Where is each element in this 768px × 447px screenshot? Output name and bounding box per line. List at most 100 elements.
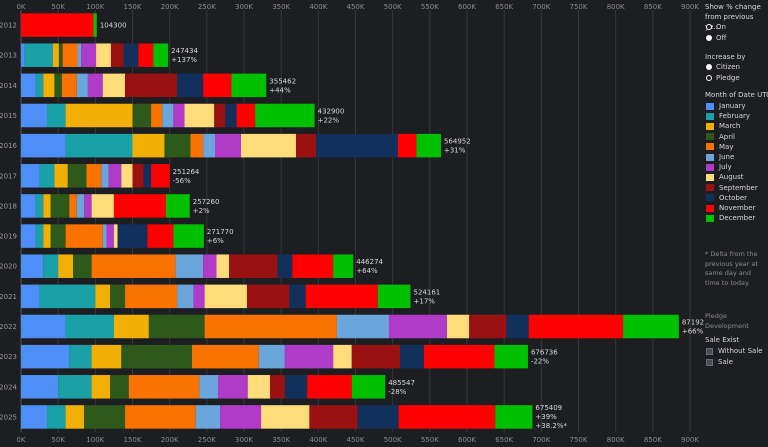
development-label: Development: [705, 322, 749, 330]
bar-segment-april: [73, 254, 92, 278]
delta-note: * Delta from the previous year at same d…: [705, 250, 758, 287]
x-tick-label-top: 50K: [51, 3, 65, 11]
y-category-label: 2023: [0, 353, 17, 361]
bar-segment-march: [52, 43, 59, 67]
change-label: +31%: [444, 147, 466, 155]
bar-segment-march: [58, 254, 74, 278]
bar-segment-october: [143, 164, 152, 188]
bar-segment-january: [21, 314, 66, 339]
total-label: 247434: [171, 47, 198, 55]
legend-swatch: [706, 173, 714, 181]
checkbox-box[interactable]: [706, 347, 713, 355]
legend-item-april[interactable]: April: [706, 133, 735, 141]
checkbox-sale[interactable]: Sale: [706, 358, 733, 366]
bar-segment-march: [91, 344, 122, 369]
radio-dot[interactable]: [706, 75, 712, 81]
legend-label: May: [719, 142, 734, 151]
bar-segment-april: [148, 314, 205, 339]
legend-item-october[interactable]: October: [706, 194, 747, 202]
bar-segment-january: [21, 405, 48, 429]
bar-segment-may: [91, 254, 176, 278]
bar-segment-february: [65, 314, 114, 339]
legend-label: August: [719, 173, 744, 182]
radio-increase-citizen[interactable]: Citizen: [706, 63, 740, 71]
legend-item-march[interactable]: March: [706, 122, 740, 130]
legend-item-december[interactable]: December: [706, 214, 755, 222]
total-label: 271770: [207, 228, 234, 236]
bar-segment-july: [87, 73, 103, 98]
legend-item-june[interactable]: June: [706, 153, 734, 161]
x-tick-label-bottom: 500K: [384, 436, 402, 444]
bar-segment-june: [199, 375, 218, 399]
bar-segment-december: [333, 254, 354, 278]
radio-dot[interactable]: [706, 64, 712, 70]
x-tick-label-bottom: 350K: [272, 436, 290, 444]
bar-segment-june: [77, 43, 82, 67]
legend-item-may[interactable]: May: [706, 143, 733, 151]
x-tick-label-bottom: 900K: [681, 436, 699, 444]
bar-segment-january: [21, 164, 40, 188]
filter-panel: Show % change from previous ye... On Off…: [704, 0, 768, 447]
total-label: 355462: [269, 77, 296, 85]
bar-segment-january: [21, 344, 70, 369]
x-tick-label-bottom: 200K: [161, 436, 179, 444]
checkbox-without-sale[interactable]: Without Sale: [706, 347, 763, 355]
bar-segment-march: [43, 194, 51, 218]
bar-segment-may: [125, 405, 196, 429]
x-tick-label-bottom: 700K: [532, 436, 550, 444]
radio-increase-pledge[interactable]: Pledge: [706, 74, 740, 82]
radio-label: Citizen: [716, 63, 740, 71]
radio-show-change-off[interactable]: Off: [706, 34, 726, 42]
checkbox-box[interactable]: [706, 358, 713, 366]
y-category-label: 2016: [0, 142, 18, 150]
bar-segment-june: [76, 194, 85, 218]
bar-segment-july: [81, 43, 97, 67]
bar-segment-october: [123, 43, 139, 67]
bar-segment-november: [305, 284, 378, 309]
radio-dot[interactable]: [706, 35, 712, 41]
bar-segment-november: [528, 314, 624, 339]
bar-segment-november: [397, 133, 417, 158]
x-tick-label-bottom: 50K: [51, 436, 65, 444]
total-label: 485547: [388, 379, 415, 387]
legend-item-january[interactable]: January: [706, 102, 746, 110]
legend-item-february[interactable]: February: [706, 112, 750, 120]
bar-segment-november: [307, 375, 352, 399]
bar-segment-june: [203, 133, 216, 158]
bar-segment-april: [110, 284, 126, 309]
legend-swatch: [706, 184, 714, 192]
x-tick-label-top: 500K: [384, 3, 402, 11]
bar-segment-august: [247, 375, 271, 399]
bar-segment-october: [117, 224, 148, 248]
legend-label: January: [719, 102, 746, 110]
bar-segment-november: [423, 344, 495, 369]
legend-swatch: [706, 143, 714, 151]
x-tick-label-bottom: 300K: [235, 436, 253, 444]
legend-item-september[interactable]: September: [706, 184, 758, 192]
x-tick-label-bottom: 600K: [458, 436, 476, 444]
bar-segment-november: [151, 164, 170, 188]
bar-segment-december: [153, 43, 169, 67]
legend-title: Month of Date UTC: [705, 91, 768, 99]
x-tick-label-top: 400K: [309, 3, 327, 11]
bar-segment-august: [261, 405, 310, 429]
bar-segment-december: [494, 344, 528, 369]
radio-dot[interactable]: [706, 24, 712, 30]
y-category-label: 2012: [0, 22, 17, 30]
bar-segment-april: [164, 133, 191, 158]
bar-segment-january: [21, 254, 44, 278]
legend-item-july[interactable]: July: [706, 163, 732, 171]
x-tick-label-top: 450K: [347, 3, 365, 11]
legend-item-november[interactable]: November: [706, 204, 755, 212]
legend-item-august[interactable]: August: [706, 173, 744, 181]
bar-segment-august: [113, 224, 118, 248]
total-label: 676736: [531, 349, 558, 357]
bar-segment-may: [69, 194, 77, 218]
bar-segment-february: [39, 164, 55, 188]
pledge-label: Pledge: [705, 312, 727, 320]
radio-show-change-on[interactable]: On: [706, 23, 726, 31]
bar-segment-july: [84, 194, 92, 218]
radio-label: Pledge: [716, 74, 740, 82]
legend-label: February: [719, 112, 751, 121]
bar-segment-march: [91, 375, 111, 399]
